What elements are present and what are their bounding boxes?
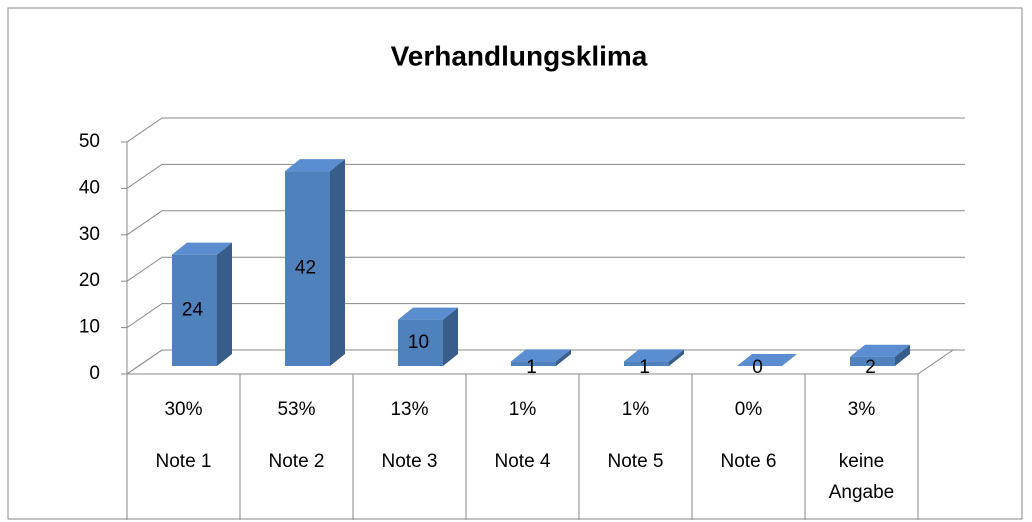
bar <box>624 349 684 366</box>
bar <box>172 242 232 366</box>
bar-side <box>443 307 458 366</box>
bar-front <box>172 254 217 366</box>
bar-side <box>556 349 571 366</box>
grid-line <box>126 117 965 143</box>
bar-front <box>511 361 556 366</box>
x-tick-label: Note 2 <box>269 451 325 472</box>
data-label: 42 <box>295 258 316 279</box>
x-tick-label: Note 5 <box>608 451 664 472</box>
table-percent: 0% <box>735 399 763 420</box>
data-label: 1 <box>639 357 650 378</box>
x-tick-label: Note 3 <box>382 451 438 472</box>
y-tick-label: 50 <box>79 131 100 152</box>
bar-top <box>172 242 232 255</box>
bar-top <box>737 354 797 366</box>
bar-front <box>624 361 669 366</box>
y-tick-label: 40 <box>79 177 100 198</box>
bar <box>398 307 458 366</box>
data-label: 0 <box>752 357 763 378</box>
x-tick-label: keine Angabe <box>829 451 895 503</box>
bar-side <box>330 159 345 366</box>
y-tick-label: 30 <box>79 224 100 245</box>
table-percent: 30% <box>164 399 202 420</box>
grid-line <box>126 303 965 329</box>
x-tick-label: Note 1 <box>156 451 212 472</box>
bar <box>850 344 910 366</box>
bar-top <box>398 307 458 320</box>
data-label: 1 <box>526 357 537 378</box>
grid-line <box>126 163 965 189</box>
chart-title: Verhandlungsklima <box>391 40 648 71</box>
bar <box>511 349 571 366</box>
table-percent: 53% <box>277 399 315 420</box>
grid-line <box>126 210 965 236</box>
bar-top <box>624 349 684 362</box>
bar-side <box>217 242 232 366</box>
y-tick-label: 0 <box>89 363 100 384</box>
y-tick-label: 20 <box>79 270 100 291</box>
x-tick-label: Note 4 <box>495 451 551 472</box>
data-label: 2 <box>865 357 876 378</box>
bar-top <box>850 344 910 357</box>
grid-line <box>126 256 965 282</box>
data-label: 24 <box>182 299 204 320</box>
bar-side <box>895 344 910 366</box>
x-tick-label: Note 6 <box>721 451 777 472</box>
chart-border <box>7 7 1023 520</box>
bar-side <box>669 349 684 366</box>
table-percent: 1% <box>509 399 537 420</box>
bar-front <box>850 356 895 366</box>
bar-top <box>285 159 345 172</box>
bar <box>285 159 345 366</box>
bar <box>737 354 797 366</box>
x-tick-label-line: keine <box>839 451 884 472</box>
bar-top <box>511 349 571 362</box>
y-tick-label: 10 <box>79 317 100 338</box>
table-percent: 13% <box>390 399 428 420</box>
data-label: 10 <box>408 332 429 353</box>
table-percent: 3% <box>848 399 876 420</box>
bar-front <box>285 171 330 366</box>
table-percent: 1% <box>622 399 650 420</box>
bar-front <box>398 319 443 366</box>
x-tick-label-line: Angabe <box>829 482 895 503</box>
grid-line <box>126 349 965 375</box>
